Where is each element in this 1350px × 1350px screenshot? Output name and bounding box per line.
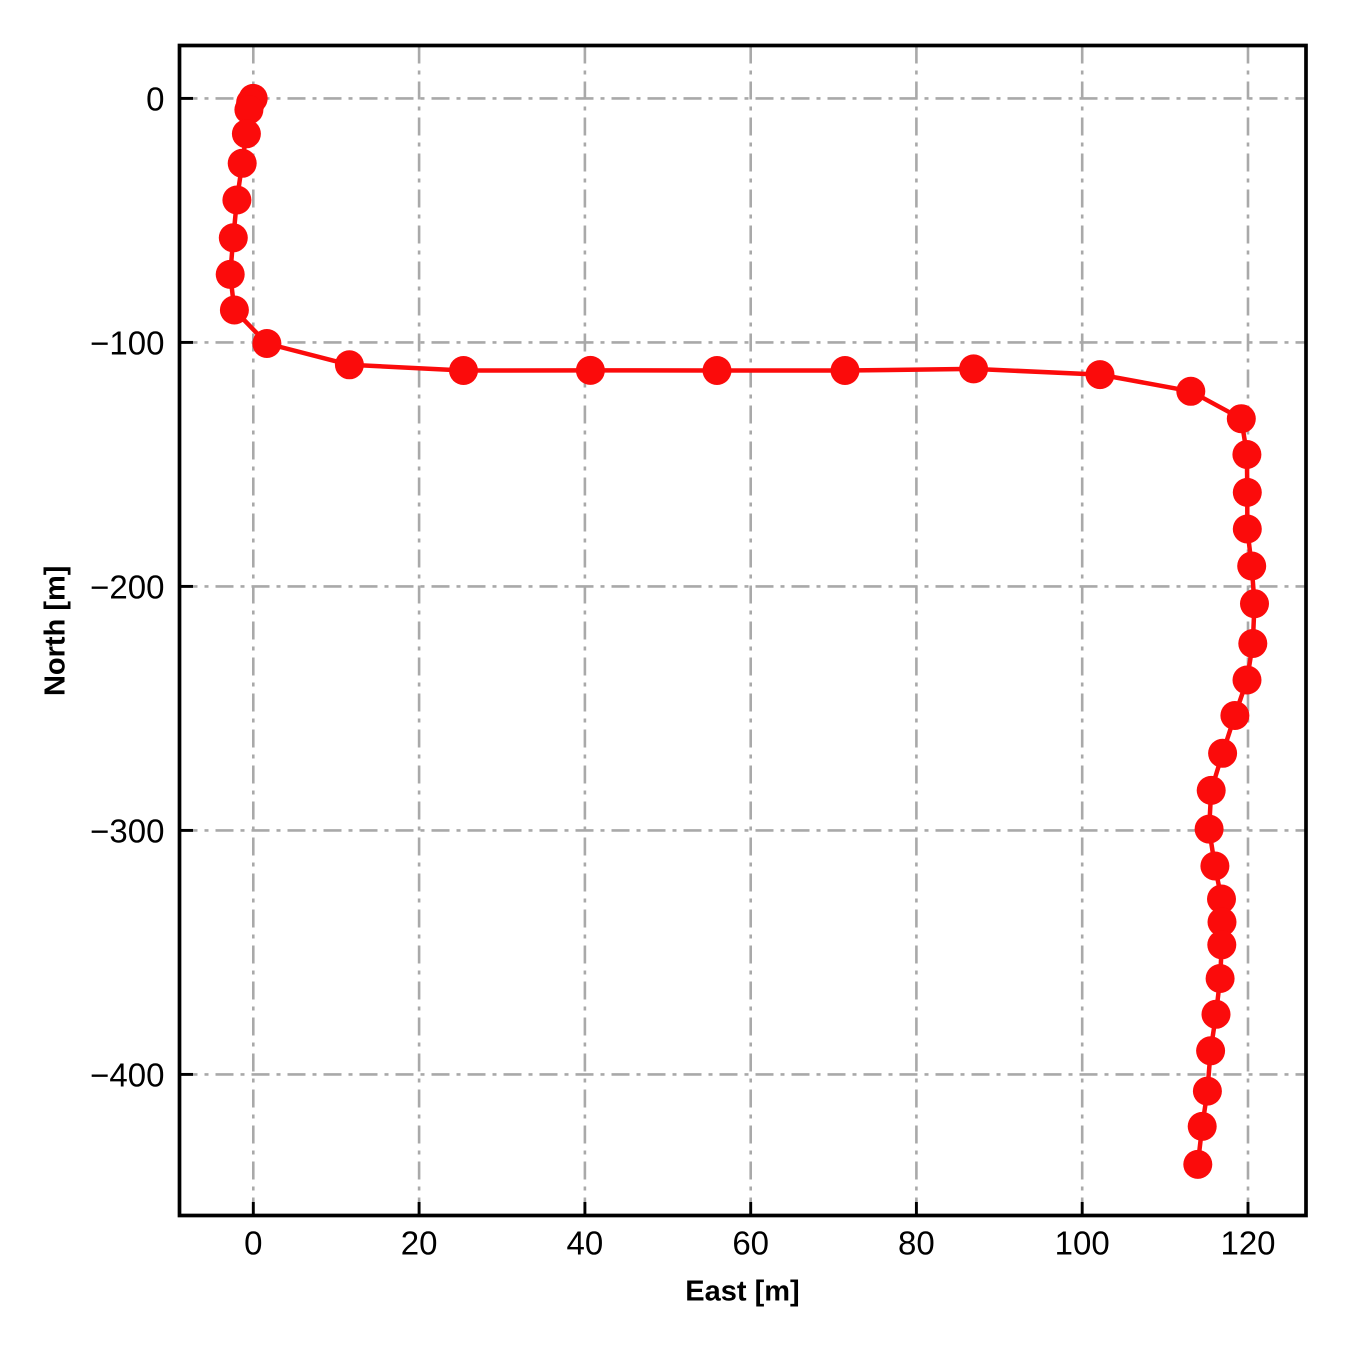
svg-text:East [m]: East [m] [685,1276,799,1308]
svg-text:0: 0 [244,1225,262,1262]
svg-text:80: 80 [898,1225,935,1262]
svg-text:60: 60 [732,1225,769,1262]
svg-text:120: 120 [1220,1225,1275,1262]
svg-text:North [m]: North [m] [40,566,72,696]
svg-text:−300: −300 [90,812,164,849]
svg-text:−400: −400 [90,1056,164,1093]
svg-text:100: 100 [1055,1225,1110,1262]
svg-text:20: 20 [401,1225,438,1262]
svg-text:0: 0 [146,80,164,117]
svg-text:−200: −200 [90,568,164,605]
svg-text:40: 40 [567,1225,604,1262]
svg-text:−100: −100 [90,324,164,361]
